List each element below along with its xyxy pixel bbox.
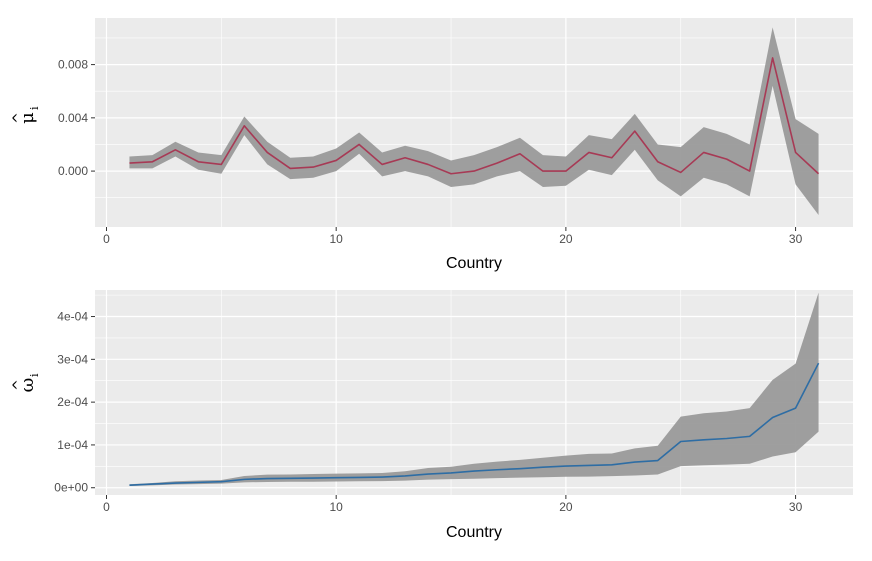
mu-y-tick-label: 0.004 — [58, 111, 88, 125]
omega-x-tick-label: 30 — [789, 500, 803, 514]
mu-y-axis-hat: ^ — [11, 112, 27, 124]
mu-x-tick-label: 10 — [330, 232, 344, 246]
omega-series-line — [129, 362, 820, 486]
mu-series-line — [129, 57, 820, 175]
omega-x-tick-label: 0 — [103, 500, 110, 514]
mu-panel-background — [95, 18, 853, 227]
omega-x-tick-label: 20 — [559, 500, 573, 514]
mu-y-axis-title: μi^ — [11, 106, 41, 124]
mu-x-tick-label: 30 — [789, 232, 803, 246]
omega-y-tick-label: 4e-04 — [57, 310, 88, 324]
omega-y-axis-symbol: ω — [17, 378, 38, 393]
omega-y-tick-label: 3e-04 — [57, 352, 88, 366]
mu-x-axis-title: Country — [446, 255, 502, 272]
mu-y-axis-subscript: i — [28, 106, 41, 110]
mu-y-tick-label: 0.000 — [58, 164, 88, 178]
mu-y-axis-symbol: μ — [17, 112, 38, 124]
omega-hat-chart: 0 10 20 30 0e+00 1e-04 2e-04 3e-04 4e-04 Country ω… — [11, 290, 853, 541]
omega-y-axis-subscript: i — [28, 373, 41, 377]
omega-y-tick-label: 1e-04 — [57, 438, 88, 452]
mu-y-tick-label: 0.008 — [58, 58, 88, 72]
mu-x-tick-label: 20 — [559, 232, 573, 246]
omega-y-tick-label: 2e-04 — [57, 395, 88, 409]
mu-x-tick-label: 0 — [103, 232, 110, 246]
omega-x-axis-title: Country — [446, 524, 502, 541]
omega-y-axis-hat: ^ — [11, 379, 27, 391]
omega-x-tick-label: 10 — [330, 500, 344, 514]
omega-y-tick-label: 0e+00 — [54, 481, 88, 495]
mu-hat-chart: 0 10 20 30 0.000 0.004 0.008 Country μi^ — [11, 18, 853, 272]
omega-y-axis-title: ωi^ — [11, 373, 41, 392]
